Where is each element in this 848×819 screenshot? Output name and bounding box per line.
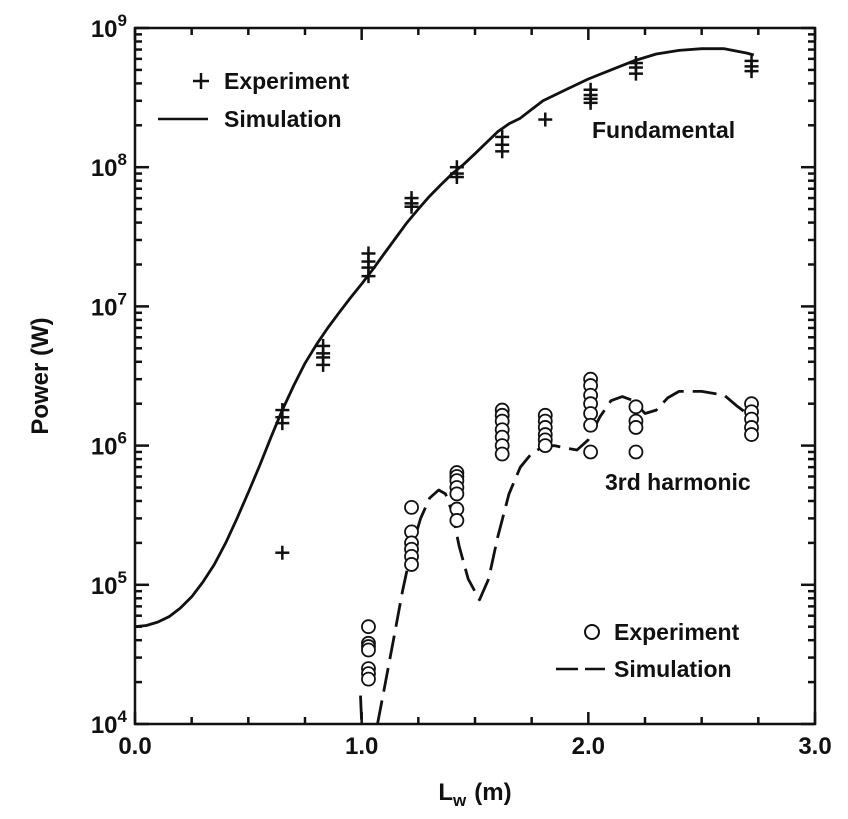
- y-tick-label: 107: [91, 289, 127, 321]
- legend-circle-marker: [584, 624, 600, 640]
- harmonic-experiment-point: [628, 444, 644, 460]
- y-tick-label: 108: [91, 150, 127, 182]
- x-tick-label: 2.0: [572, 733, 605, 760]
- fundamental-experiment-point: [361, 269, 376, 284]
- x-axis-label: Lw (m): [438, 779, 511, 810]
- harmonic-experiment-point: [361, 642, 376, 658]
- annotation-third-harmonic: 3rd harmonic: [605, 469, 751, 495]
- harmonic-experiment-point: [449, 513, 465, 528]
- x-tick-label: 0.0: [118, 733, 151, 760]
- fundamental-experiment-point: [275, 545, 290, 560]
- legend-fundamental: Experiment Simulation: [158, 68, 350, 132]
- curves: [134, 47, 755, 725]
- x-tick-label: 1.0: [345, 733, 378, 760]
- x-axis-label-sub: w: [452, 791, 467, 810]
- harmonic-experiment-point: [628, 420, 644, 435]
- fundamental-experiment-point: [316, 357, 331, 372]
- y-tick-label: 105: [91, 568, 127, 600]
- x-axis-label-main: L: [438, 779, 453, 806]
- fundamental-experiment-point: [404, 199, 419, 214]
- markers: [275, 53, 759, 687]
- legend-harmonic: Experiment Simulation: [556, 619, 740, 682]
- harmonic-experiment-point: [404, 557, 419, 572]
- legend-plus-marker: [193, 73, 209, 89]
- harmonic-experiment-point: [361, 671, 376, 687]
- fundamental-experiment-point: [744, 64, 759, 79]
- fundamental-simulation-curve: [134, 47, 755, 629]
- harmonic-experiment-point: [744, 427, 759, 442]
- harmonic-experiment-point: [361, 619, 376, 635]
- fundamental-experiment-point: [628, 66, 643, 81]
- y-axis-label: Power (W): [27, 317, 54, 434]
- legend-harmonic-simulation: Simulation: [614, 656, 732, 682]
- legend-harmonic-experiment: Experiment: [614, 619, 740, 645]
- annotation-fundamental: Fundamental: [592, 117, 735, 143]
- legend-fundamental-experiment: Experiment: [224, 68, 350, 94]
- y-tick-label: 109: [91, 11, 127, 43]
- x-axis-label-unit: (m): [474, 779, 511, 806]
- y-axis-ticks: 104 105 106 107 108 109: [91, 11, 815, 739]
- fundamental-experiment-point: [538, 112, 553, 127]
- harmonic-experiment-point: [449, 486, 465, 502]
- y-tick-label: 104: [91, 707, 128, 739]
- harmonic-experiment-point: [404, 499, 419, 515]
- fundamental-experiment-point: [583, 95, 598, 110]
- fundamental-experiment-point: [495, 144, 510, 159]
- harmonic-experiment-point: [583, 444, 598, 460]
- fundamental-experiment-point: [275, 416, 290, 431]
- harmonic-experiment-point: [583, 417, 598, 433]
- harmonic-experiment-point: [537, 438, 553, 454]
- y-tick-label: 106: [91, 429, 127, 461]
- harmonic-simulation-curve: [359, 695, 364, 725]
- harmonic-experiment-point: [494, 446, 510, 462]
- x-tick-label: 3.0: [798, 733, 831, 760]
- x-axis-ticks: 0.0 1.0 2.0 3.0: [118, 28, 832, 760]
- harmonic-experiment-point: [628, 399, 644, 415]
- legend-fundamental-simulation: Simulation: [224, 106, 342, 132]
- fundamental-experiment-point: [449, 170, 464, 185]
